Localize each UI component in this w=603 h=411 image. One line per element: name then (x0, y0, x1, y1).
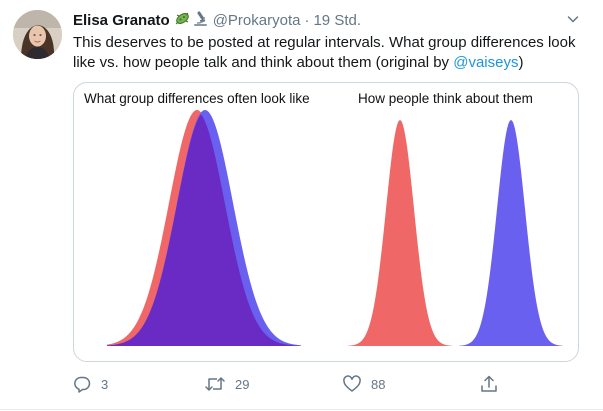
mention-link[interactable]: @vaiseys (453, 54, 519, 71)
tweet-divider (0, 409, 603, 410)
tweet-text-end: ) (518, 54, 524, 71)
share-icon (480, 375, 498, 393)
tweet-header: Elisa Granato @Prokaryo (73, 10, 361, 30)
reply-button[interactable]: 3 (73, 373, 108, 395)
header-separator: · (304, 11, 310, 29)
right-red-distribution-curve (348, 120, 452, 346)
heart-icon (343, 375, 361, 393)
microscope-emoji-icon (192, 10, 209, 31)
tweet-image[interactable]: What group differences often look like H… (73, 82, 579, 362)
reply-icon (73, 375, 91, 393)
like-button[interactable]: 88 (343, 373, 385, 395)
like-count: 88 (371, 376, 386, 392)
distribution-illustration (107, 110, 563, 346)
retweet-button[interactable]: 29 (205, 373, 249, 395)
author-name[interactable]: Elisa Granato (73, 11, 170, 29)
reply-count: 3 (101, 376, 109, 392)
tweet-text: This deserves to be posted at regular in… (73, 33, 578, 73)
retweet-count: 29 (235, 376, 250, 392)
image-title-right: How people think about them (358, 91, 533, 106)
bacteria-emoji-icon (174, 10, 191, 31)
left-overlap-distribution-area (107, 114, 301, 346)
name-emoji-badges (174, 10, 209, 31)
author-handle[interactable]: @Prokaryota (212, 11, 301, 29)
tweet-text-main: This deserves to be posted at regular in… (73, 34, 576, 71)
avatar[interactable] (13, 10, 62, 59)
tweet-timestamp[interactable]: 19 Std. (313, 11, 362, 29)
tweet-actions: 3 29 88 (73, 373, 503, 395)
chevron-down-icon[interactable] (564, 10, 582, 28)
share-button[interactable] (480, 373, 498, 395)
retweet-icon (205, 375, 225, 393)
image-title-left: What group differences often look like (84, 91, 310, 106)
right-blue-distribution-curve (459, 120, 563, 346)
